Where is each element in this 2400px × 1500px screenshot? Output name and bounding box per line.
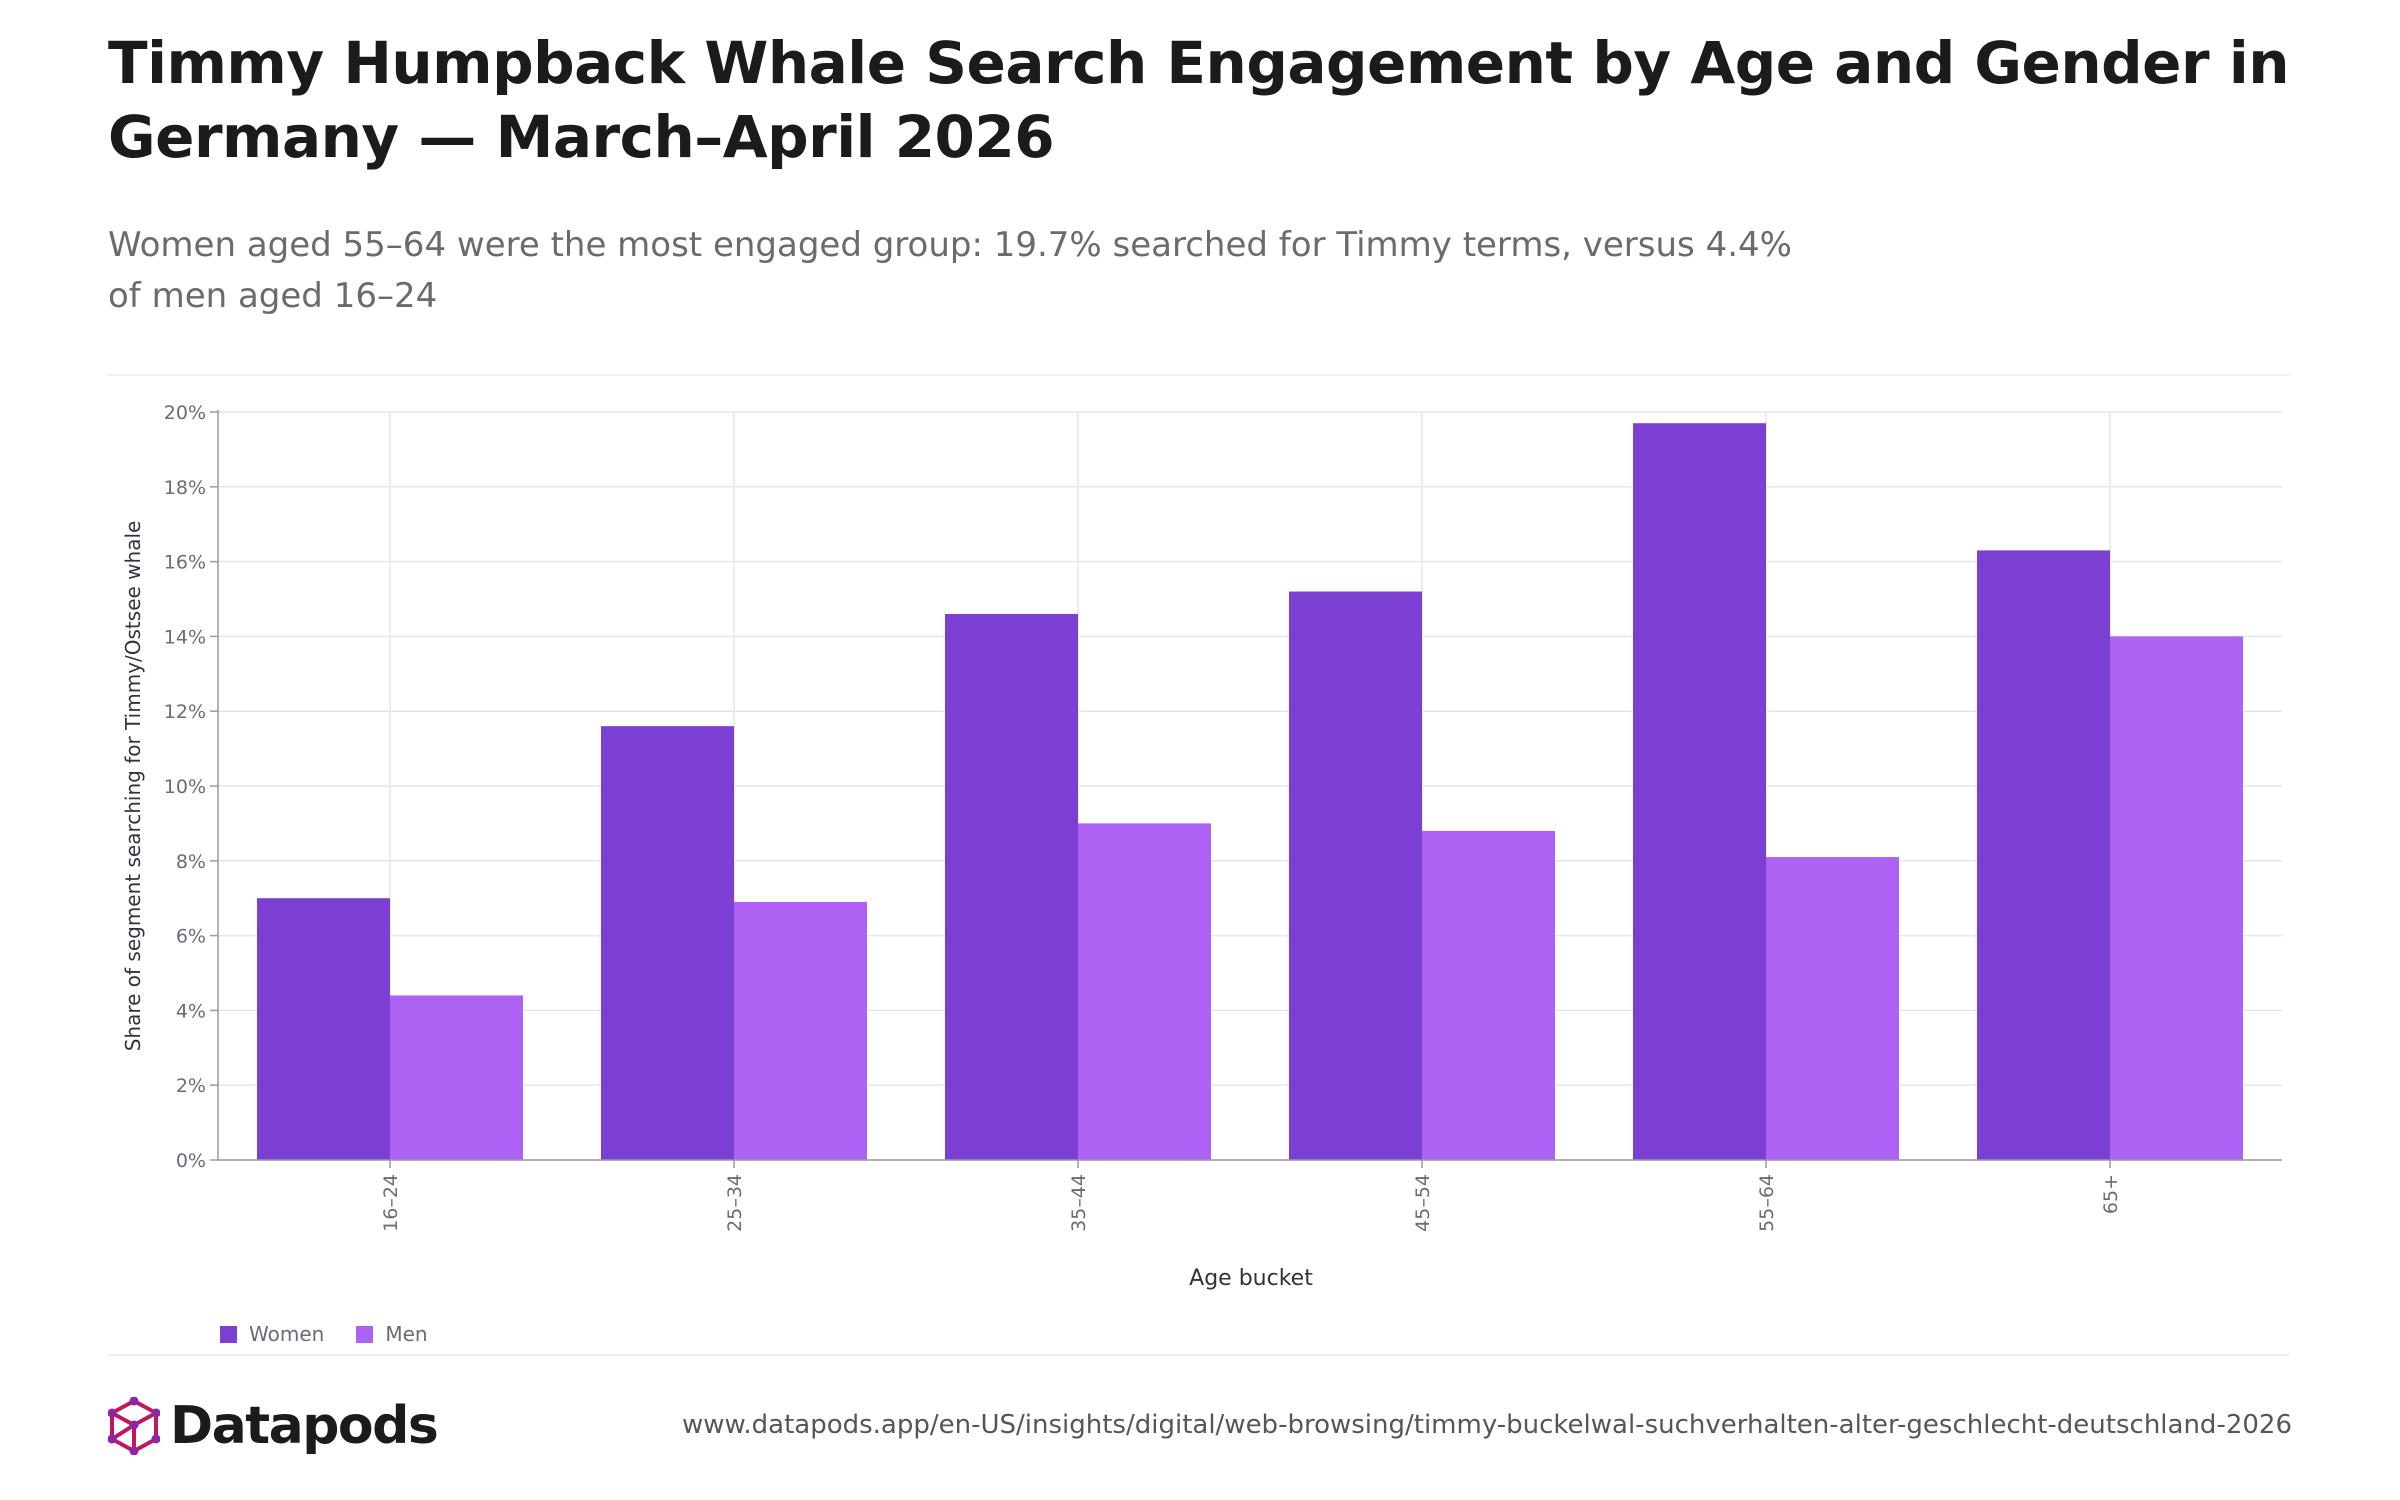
brand-name: Datapods [170, 1396, 439, 1456]
x-tick-label: 25–34 [724, 1174, 746, 1232]
logo-node [108, 1408, 117, 1418]
y-tick-label: 16% [164, 552, 206, 574]
bars [257, 423, 2243, 1161]
chart-subtitle: Women aged 55–64 were the most engaged g… [108, 225, 1792, 316]
bar-men-4[interactable] [1422, 830, 1555, 1160]
bar-men-3[interactable] [1078, 823, 1211, 1160]
chart-legend: Women Men [220, 1322, 428, 1346]
bar-men-2[interactable] [734, 901, 867, 1160]
bar-women-6[interactable] [1977, 550, 2110, 1160]
y-tick-label: 8% [176, 851, 206, 873]
y-axis-title: Share of segment searching for Timmy/Ost… [121, 521, 145, 1052]
x-tick-label: 45–54 [1412, 1174, 1434, 1232]
x-tick-label: 55–64 [1756, 1174, 1778, 1232]
brand-logo[interactable]: Datapods [108, 1396, 439, 1456]
x-axis-title: Age bucket [1189, 1266, 1313, 1291]
legend-label-men: Men [385, 1322, 428, 1346]
logo-node [129, 1397, 139, 1406]
logo-node [108, 1434, 117, 1444]
datapods-logo-icon [108, 1397, 160, 1455]
y-tick-label: 10% [164, 776, 206, 798]
legend-item-women[interactable]: Women [220, 1322, 324, 1346]
legend-swatch-men [356, 1325, 374, 1343]
bar-chart: 0% 2% 4% 6% 8% 10% 12% 14% 16% 18% 20% 16–24 25–34 35… [121, 402, 2282, 1291]
chart-title: Timmy Humpback Whale Search Engagement b… [108, 29, 2290, 171]
legend-label-women: Women [249, 1322, 325, 1346]
logo-node [129, 1446, 139, 1455]
logo-node [151, 1408, 160, 1418]
legend-item-men[interactable]: Men [356, 1322, 428, 1346]
y-tick-label: 14% [164, 626, 206, 648]
x-tick-label: 16–24 [380, 1174, 402, 1232]
x-tick-label: 65+ [2100, 1174, 2122, 1214]
y-tick-label: 4% [176, 1000, 206, 1022]
bar-men-6[interactable] [2110, 636, 2243, 1160]
y-tick-label: 20% [164, 402, 206, 424]
source-url[interactable]: www.datapods.app/en-US/insights/digital/… [681, 1410, 2292, 1440]
y-tick-label: 6% [176, 926, 206, 948]
top-divider [108, 374, 2290, 376]
bar-women-5[interactable] [1633, 423, 1766, 1161]
x-tick-label: 35–44 [1068, 1174, 1090, 1232]
y-tick-label: 0% [176, 1150, 206, 1172]
bar-men-5[interactable] [1766, 857, 1899, 1160]
axes: 0% 2% 4% 6% 8% 10% 12% 14% 16% 18% 20% 16–24 25–34 35… [164, 402, 2282, 1232]
y-tick-label: 18% [164, 477, 206, 499]
y-tick-label: 12% [164, 701, 206, 723]
bar-women-2[interactable] [601, 726, 734, 1160]
logo-node [129, 1420, 139, 1430]
bottom-divider [108, 1354, 2290, 1356]
bar-women-3[interactable] [945, 613, 1078, 1160]
legend-swatch-women [220, 1325, 237, 1343]
bar-women-4[interactable] [1289, 591, 1422, 1160]
bar-women-1[interactable] [257, 898, 390, 1160]
bar-men-1[interactable] [390, 995, 523, 1160]
grid-lines [218, 411, 2282, 1161]
y-tick-label: 2% [176, 1075, 206, 1097]
logo-node [151, 1434, 160, 1444]
